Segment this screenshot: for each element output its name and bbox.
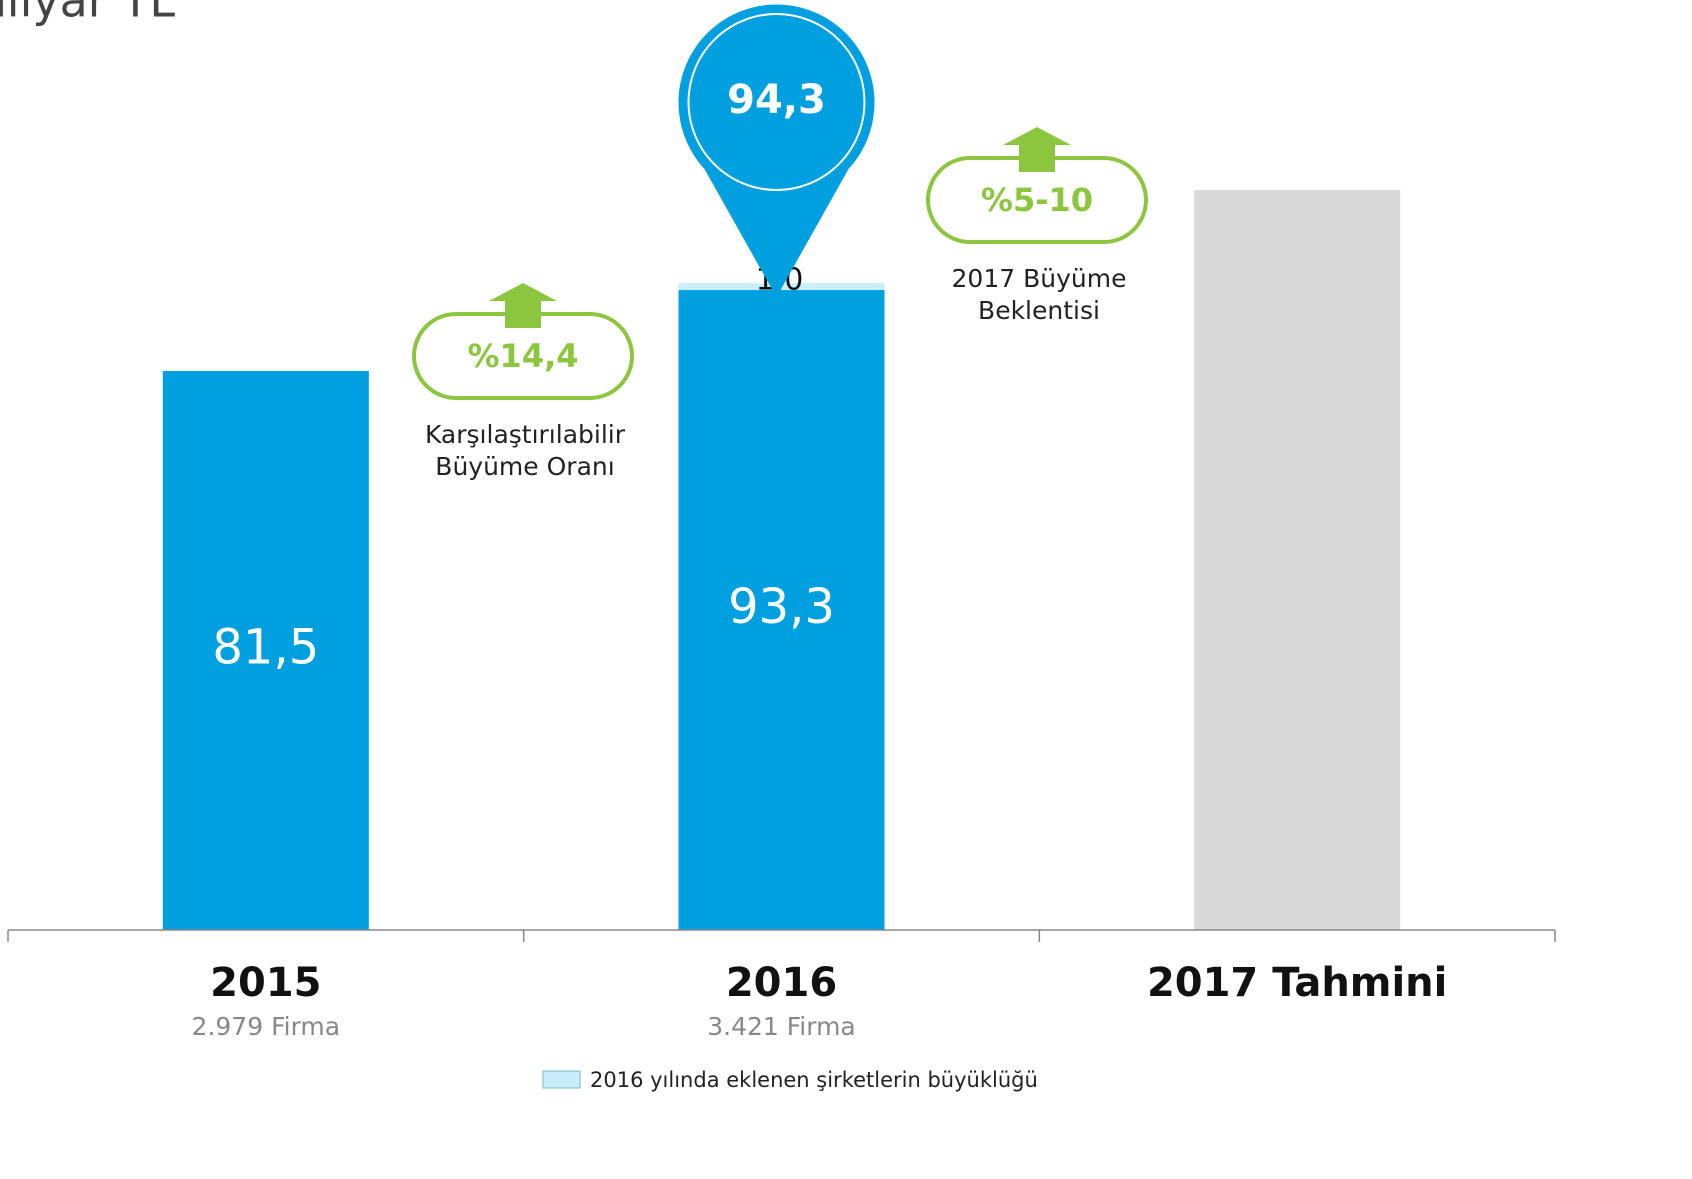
growth-caption: 2017 Büyüme — [952, 264, 1127, 293]
value-label: 93,3 — [728, 579, 835, 635]
bar-segment — [162, 370, 369, 931]
category-subtitle: 3.421 Firma — [707, 1012, 856, 1041]
category-subtitle: 2.979 Firma — [192, 1012, 341, 1041]
x-tick-label: 2017 Tahmini — [1147, 960, 1447, 1006]
legend-label: 2016 yılında eklenen şirketlerin büyüklü… — [590, 1068, 1038, 1092]
legend-swatch — [542, 1070, 581, 1089]
value-label: 81,5 — [212, 619, 319, 675]
total-callout-pin — [678, 4, 875, 298]
x-tick-label: 2015 — [210, 960, 321, 1006]
bar-segment — [1194, 189, 1401, 930]
growth-arrow-head — [489, 283, 557, 301]
growth-arrow-head — [1003, 127, 1071, 145]
growth-caption: Beklentisi — [978, 296, 1100, 325]
growth-value: %5-10 — [981, 181, 1093, 219]
growth-arrow-stem — [505, 300, 541, 328]
bar-segment — [678, 290, 885, 930]
chart-title: milyar TL — [0, 0, 175, 28]
x-tick-label: 2016 — [726, 960, 837, 1006]
growth-caption: Büyüme Oranı — [435, 452, 614, 481]
total-callout-label: 94,3 — [727, 77, 826, 123]
growth-arrow-stem — [1019, 144, 1055, 172]
growth-caption: Karşılaştırılabilir — [425, 420, 626, 449]
growth-value: %14,4 — [467, 337, 578, 375]
total-callout-ring — [687, 13, 866, 191]
